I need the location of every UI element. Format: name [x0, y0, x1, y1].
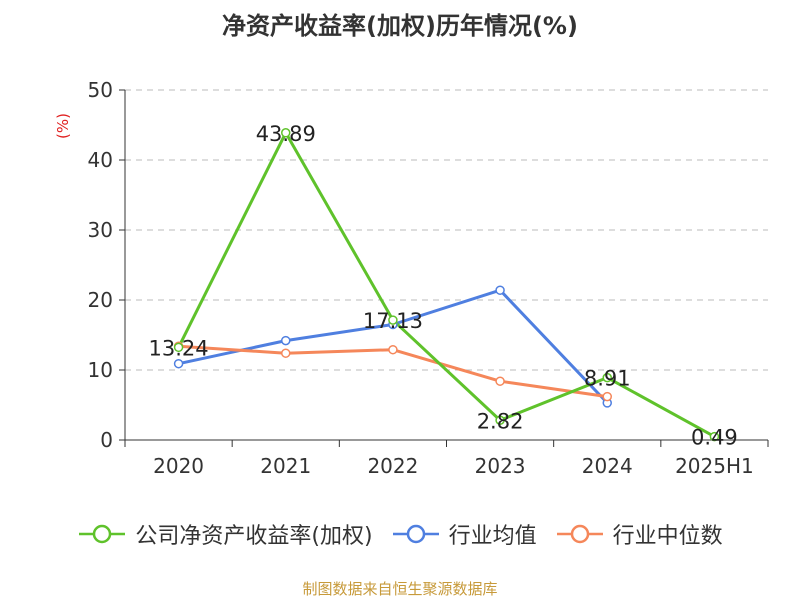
legend-item-industry-avg[interactable]: 行业均值	[391, 518, 537, 550]
data-label-company: 0.49	[691, 426, 738, 450]
legend-label-industry-median: 行业中位数	[612, 524, 723, 549]
legend-item-company[interactable]: 公司净资产收益率(加权)	[77, 518, 373, 550]
legend-marker-company	[79, 524, 126, 544]
data-label-company: 2.82	[477, 409, 524, 433]
y-tick-label: 20	[88, 288, 113, 312]
data-point-company	[173, 342, 184, 353]
series-lines	[177, 131, 716, 438]
y-tick-label: 30	[88, 218, 113, 242]
x-tick-label: 2025H1	[675, 454, 754, 478]
data-label-company: 8.91	[584, 367, 631, 391]
legend-marker-industry-avg	[392, 524, 439, 544]
data-label-company: 17.13	[363, 309, 423, 333]
data-point-company	[388, 315, 398, 325]
series-line-company	[177, 131, 716, 438]
series-points	[173, 128, 720, 442]
data-point-industry_median	[495, 376, 505, 386]
data-point-industry_median	[388, 344, 398, 355]
data-point-industry_avg	[173, 358, 184, 369]
data-label-company: 13.24	[149, 336, 209, 360]
data-label-company: 43.89	[256, 122, 316, 146]
legend-marker-industry-median	[556, 524, 603, 544]
data-point-industry_median	[602, 391, 612, 402]
y-tick-label: 10	[88, 358, 113, 382]
y-tick-label: 0	[100, 428, 113, 452]
y-tick-label: 40	[88, 148, 113, 172]
data-labels: 13.24 43.89 17.13 2.82 8.91 0.49	[149, 122, 738, 450]
chart-legend: 公司净资产收益率(加权) 行业均值 行业中位数	[0, 518, 800, 550]
x-tick-label: 2023	[475, 454, 526, 478]
data-point-company	[281, 128, 291, 138]
x-tick-label: 2024	[582, 454, 633, 478]
data-point-industry_avg	[281, 335, 291, 346]
y-tick-label: 50	[88, 78, 113, 102]
x-tick-label: 2022	[367, 454, 418, 478]
data-point-company	[709, 431, 720, 442]
x-tick-label: 2021	[260, 454, 311, 478]
grid-lines	[125, 89, 768, 371]
data-point-industry_avg	[495, 285, 505, 295]
data-point-company	[495, 415, 505, 426]
roe-line-chart: 0 10 20 30 40 50 2020 2021 2022 2023 2024 2025H1 13…	[54, 78, 769, 478]
chart-title: 净资产收益率(加权)历年情况(%)	[222, 12, 578, 40]
axes: 0 10 20 30 40 50 2020 2021 2022 2023 2024 2025H1	[88, 78, 769, 478]
legend-label-industry-avg: 行业均值	[448, 524, 537, 549]
data-point-industry_median	[281, 348, 291, 358]
legend-label-company: 公司净资产收益率(加权)	[135, 524, 373, 549]
data-source-note: 制图数据来自恒生聚源数据库	[302, 580, 498, 598]
x-tick-label: 2020	[153, 454, 204, 478]
data-point-company	[602, 372, 612, 383]
y-axis-unit-label: (%)	[54, 113, 72, 139]
legend-item-industry-median[interactable]: 行业中位数	[555, 518, 723, 550]
